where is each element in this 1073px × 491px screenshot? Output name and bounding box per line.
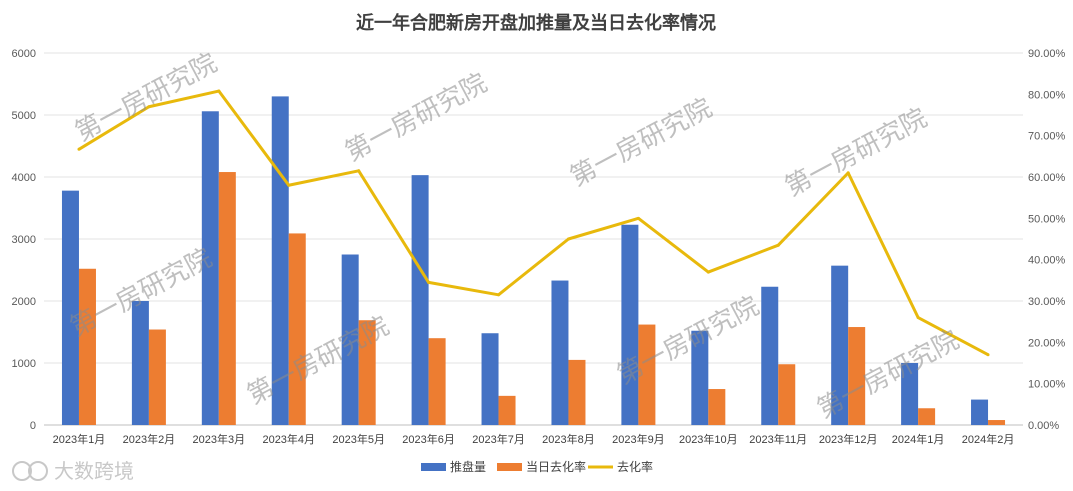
bar-推盘量 <box>481 333 499 425</box>
bar-推盘量 <box>61 190 79 425</box>
watermark-text: 第一房研究院 <box>340 67 492 167</box>
rate-line-path <box>78 89 989 357</box>
bar-当日去化率 <box>428 338 446 425</box>
left-tick-label: 5000 <box>12 110 36 122</box>
right-tick-label: 70.00% <box>1028 131 1066 143</box>
x-tick-label: 2023年5月 <box>332 432 385 446</box>
x-tick-label: 2023年11月 <box>749 432 807 446</box>
x-tick-label: 2023年12月 <box>819 432 878 446</box>
x-tick-label: 2023年8月 <box>542 432 595 446</box>
bars <box>61 96 1006 426</box>
bar-推盘量 <box>131 301 149 425</box>
rate-point <box>357 169 361 173</box>
x-tick-label: 2023年2月 <box>123 432 176 446</box>
right-tick-label: 30.00% <box>1028 296 1066 308</box>
x-tick-label: 2023年9月 <box>612 432 665 446</box>
bar-当日去化率 <box>778 364 796 425</box>
right-tick-label: 20.00% <box>1028 337 1066 349</box>
rate-line <box>77 89 990 357</box>
left-tick-label: 0 <box>30 420 36 432</box>
left-tick-label: 2000 <box>12 296 36 308</box>
left-tick-label: 6000 <box>12 48 36 60</box>
x-tick-label: 2024年1月 <box>892 432 945 446</box>
x-tick-label: 2023年3月 <box>193 432 246 446</box>
legend-label: 去化率 <box>617 459 653 474</box>
rate-point <box>566 237 570 241</box>
right-tick-label: 90.00% <box>1028 48 1066 60</box>
bar-推盘量 <box>201 111 219 425</box>
right-tick-label: 60.00% <box>1028 172 1066 184</box>
chart-title: 近一年合肥新房开盘加推量及当日去化率情况 <box>356 12 716 33</box>
right-tick-label: 80.00% <box>1028 89 1066 101</box>
legend-label: 当日去化率 <box>526 459 586 474</box>
watermark-text: 第一房研究院 <box>70 47 222 147</box>
bar-当日去化率 <box>358 320 376 425</box>
bar-当日去化率 <box>218 172 236 425</box>
bar-当日去化率 <box>918 408 936 425</box>
rate-point <box>706 270 710 274</box>
brand-icon <box>28 461 48 481</box>
bar-当日去化率 <box>708 389 726 425</box>
x-tick-label: 2024年2月 <box>962 432 1015 446</box>
rate-point <box>287 183 291 187</box>
bar-当日去化率 <box>148 329 166 425</box>
legend-swatch <box>421 463 446 471</box>
rate-point <box>77 147 81 151</box>
legend-swatch <box>497 463 522 471</box>
rate-point <box>846 171 850 175</box>
left-tick-label: 1000 <box>12 358 36 370</box>
brand-logo: 大数跨境 <box>12 460 134 483</box>
rate-point <box>427 280 431 284</box>
bar-推盘量 <box>691 330 709 425</box>
right-tick-label: 40.00% <box>1028 255 1066 267</box>
bar-当日去化率 <box>848 327 866 425</box>
left-axis: 0 1000 2000 3000 4000 5000 6000 <box>12 48 36 432</box>
rate-point <box>776 243 780 247</box>
right-tick-label: 0.00% <box>1028 420 1059 432</box>
x-tick-label: 2023年1月 <box>53 432 106 446</box>
rate-point <box>986 353 990 357</box>
x-tick-label: 2023年6月 <box>402 432 455 446</box>
legend-label: 推盘量 <box>450 459 486 474</box>
rate-point <box>916 316 920 320</box>
bar-推盘量 <box>761 286 779 425</box>
bar-当日去化率 <box>568 359 586 425</box>
bar-当日去化率 <box>988 420 1006 425</box>
bar-推盘量 <box>411 175 429 425</box>
bar-推盘量 <box>551 280 569 425</box>
bar-当日去化率 <box>638 324 656 425</box>
bar-推盘量 <box>831 265 849 425</box>
rate-point <box>497 293 501 297</box>
brand-icon <box>12 461 32 481</box>
right-tick-label: 10.00% <box>1028 379 1066 391</box>
x-tick-label: 2023年10月 <box>679 432 738 446</box>
legend: 推盘量 当日去化率 去化率 <box>421 459 653 474</box>
bar-推盘量 <box>901 363 919 425</box>
bar-当日去化率 <box>498 395 516 425</box>
bar-当日去化率 <box>78 268 96 425</box>
right-axis: 0.00% 10.00% 20.00% 30.00% 40.00% 50.00% 60.00… <box>1028 48 1066 432</box>
bar-推盘量 <box>971 399 989 425</box>
left-tick-label: 3000 <box>12 234 36 246</box>
rate-point <box>636 216 640 220</box>
rate-point <box>217 89 221 93</box>
x-tick-label: 2023年7月 <box>472 432 525 446</box>
bar-推盘量 <box>341 254 359 425</box>
x-axis: 2023年1月 2023年2月 2023年3月 2023年4月 2023年5月 2023年… <box>53 432 1015 446</box>
right-tick-label: 50.00% <box>1028 213 1066 225</box>
bar-当日去化率 <box>288 233 306 425</box>
left-tick-label: 4000 <box>12 172 36 184</box>
x-tick-label: 2023年4月 <box>262 432 315 446</box>
rate-point <box>147 105 151 109</box>
bar-推盘量 <box>621 224 639 425</box>
brand-name: 大数跨境 <box>54 460 134 483</box>
